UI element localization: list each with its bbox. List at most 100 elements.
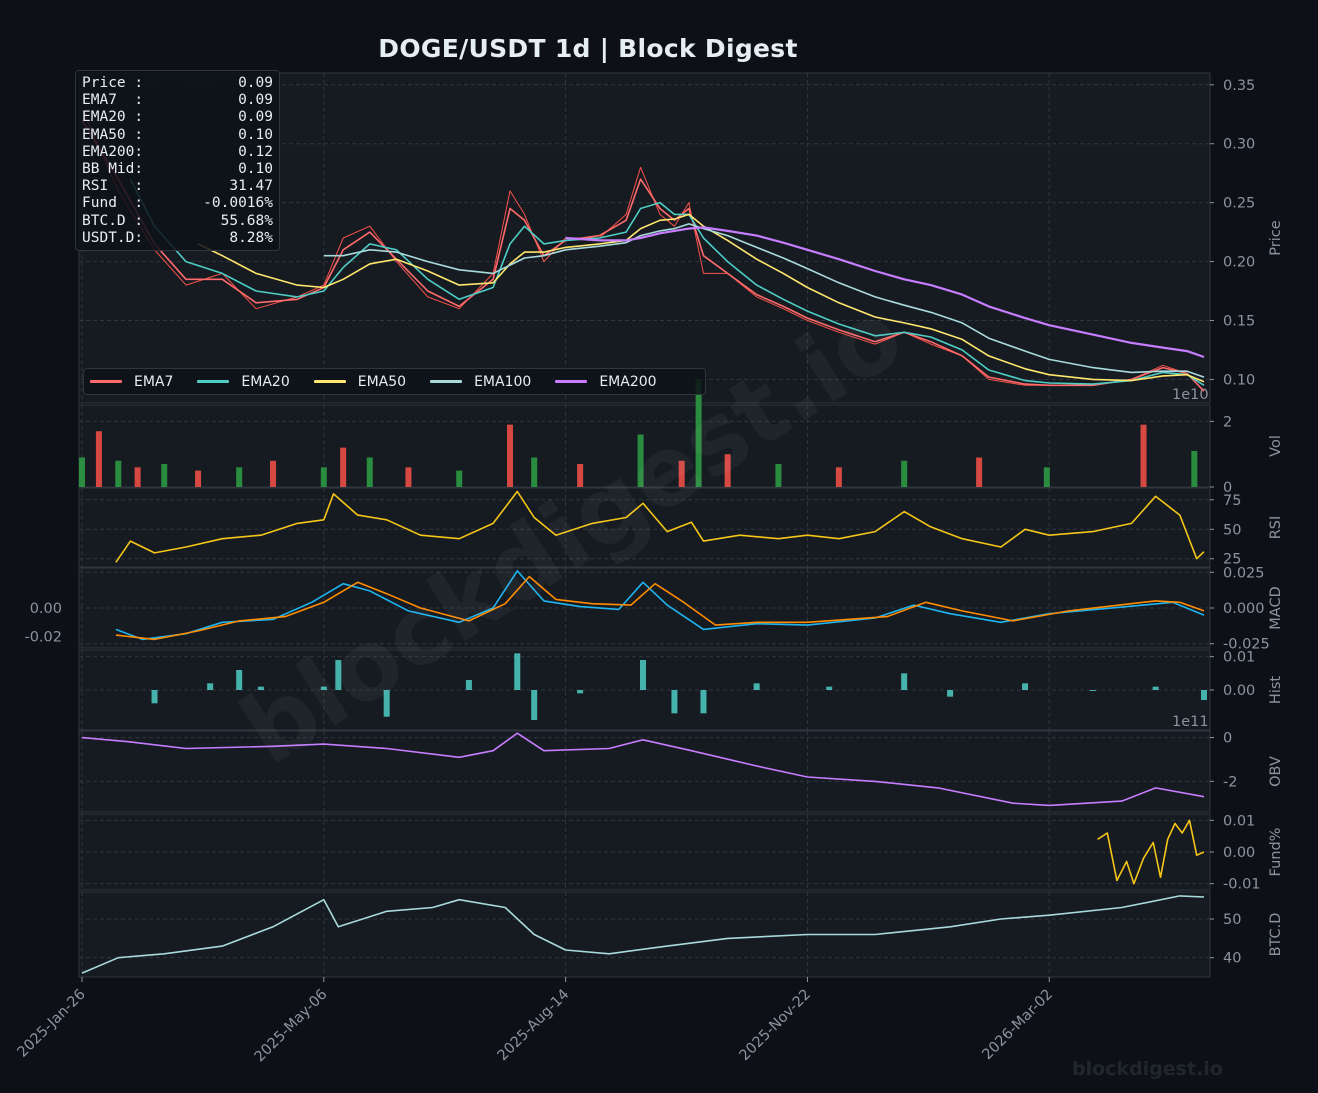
info-label: EMA20 :	[82, 109, 144, 126]
y-tick-label: 0	[1223, 731, 1232, 747]
y-tick-label: 0.025	[1223, 565, 1265, 581]
y-tick-label: 0.00	[1223, 683, 1255, 699]
y-tick-label: 0.10	[1223, 372, 1255, 388]
y-tick-label: 0.35	[1223, 78, 1255, 94]
volume-bar	[695, 378, 702, 487]
legend-item: EMA7	[90, 374, 173, 390]
info-label: BB Mid:	[82, 161, 144, 178]
info-row: EMA7 : 0.09	[82, 92, 273, 109]
volume-bar	[195, 470, 202, 487]
footer-watermark: blockdigest.io	[1072, 1058, 1223, 1080]
y-axis-label: Hist	[1268, 676, 1284, 704]
histogram-bar	[320, 686, 327, 690]
legend-label: EMA7	[134, 373, 174, 390]
histogram-bar	[1089, 690, 1096, 691]
series-macd	[115, 570, 1205, 641]
y-tick-label: -2	[1223, 774, 1237, 790]
volume-bar	[577, 464, 584, 487]
volume-bar	[456, 470, 463, 487]
series-signal	[115, 575, 1205, 641]
series-btcd	[81, 895, 1205, 974]
left-y-tick-label: -0.02	[24, 630, 62, 646]
histogram-bar	[1152, 686, 1159, 690]
panel-macd	[78, 567, 1211, 649]
histogram-bar	[207, 683, 214, 690]
info-value: 0.09	[238, 92, 273, 109]
info-row: BTC.D : 55.68%	[82, 213, 273, 230]
histogram-bar	[1022, 683, 1029, 690]
panel-volume	[78, 404, 1211, 488]
volume-bar	[366, 457, 373, 487]
x-tick-label: 2025-Nov-22	[737, 987, 815, 1065]
y-axis-label: MACD	[1268, 586, 1284, 629]
histogram-bar	[753, 683, 760, 690]
info-row: RSI : 31.47	[82, 178, 273, 195]
series-rsi	[115, 490, 1205, 563]
volume-bar	[95, 431, 102, 487]
volume-bar	[775, 464, 782, 487]
y-tick-label: 40	[1223, 951, 1241, 967]
histogram-bar	[335, 660, 342, 690]
volume-bar	[976, 457, 983, 487]
left-y-tick-label: 0.00	[30, 601, 62, 617]
histogram-bar	[151, 690, 158, 704]
x-tick-label: 2025-Jan-26	[15, 987, 89, 1061]
info-row: USDT.D: 8.28%	[82, 230, 273, 247]
info-value: 8.28%	[229, 229, 273, 246]
y-tick-label: 0.00	[1223, 845, 1255, 861]
info-row: EMA20 : 0.09	[82, 109, 273, 126]
histogram-bar	[236, 670, 243, 690]
volume-bar	[724, 454, 731, 487]
y-tick-label: -0.01	[1223, 877, 1261, 893]
y-axis-label: RSI	[1268, 516, 1284, 540]
info-row: Fund : -0.0016%	[82, 195, 273, 212]
info-value: 0.10	[238, 126, 273, 143]
y-axis-label: Fund%	[1268, 828, 1284, 877]
histogram-bar	[577, 690, 584, 694]
histogram-bar	[640, 660, 646, 690]
y-axis-label: OBV	[1268, 756, 1284, 787]
info-label: Fund :	[82, 195, 144, 212]
info-value: 0.09	[238, 75, 273, 91]
chart-panels: 0.10 0.15 0.20 0.25 0.30 0.35 Price 1e10 0 2 Vol 25…	[15, 72, 1284, 1065]
volume-bar	[678, 460, 685, 487]
y-tick-label: -0.025	[1223, 637, 1270, 653]
axis-offset-label: 1e11	[1172, 714, 1209, 730]
histogram-bar	[826, 686, 833, 690]
legend-swatch	[430, 380, 463, 383]
legend-item: EMA200	[555, 374, 657, 390]
legend-swatch	[313, 380, 346, 383]
volume-bar	[637, 434, 644, 487]
legend-label: EMA100	[474, 373, 532, 390]
volume-bar	[531, 457, 538, 487]
legend-item: EMA50	[313, 374, 406, 390]
info-row: BB Mid: 0.10	[82, 161, 273, 178]
volume-bar	[270, 460, 277, 487]
volume-bar	[405, 467, 412, 487]
y-tick-label: 0.25	[1223, 196, 1255, 212]
info-value: 0.10	[238, 161, 273, 178]
info-row: EMA50 : 0.10	[82, 127, 273, 144]
info-value: 0.12	[238, 143, 273, 160]
series-ema20	[129, 178, 1205, 386]
info-label: USDT.D:	[82, 229, 144, 246]
volume-bar	[236, 467, 243, 487]
histogram-bar	[514, 653, 521, 690]
series-obv	[81, 732, 1205, 807]
series-ema200	[565, 226, 1205, 359]
volume-bar	[115, 460, 122, 487]
panel-btcd	[78, 891, 1211, 978]
info-label: RSI :	[82, 178, 144, 195]
volume-bar	[835, 467, 842, 487]
series-ema7	[81, 119, 1205, 392]
y-tick-label: 0.000	[1223, 601, 1265, 617]
info-label: BTC.D :	[82, 212, 144, 229]
volume-bar	[901, 460, 908, 487]
y-axis-label: Vol	[1268, 435, 1284, 457]
info-label: EMA50 :	[82, 126, 144, 143]
series-ema50	[197, 213, 1205, 383]
y-tick-label: 0.30	[1223, 137, 1255, 153]
histogram-bar	[383, 690, 390, 717]
legend-swatch	[555, 380, 588, 383]
